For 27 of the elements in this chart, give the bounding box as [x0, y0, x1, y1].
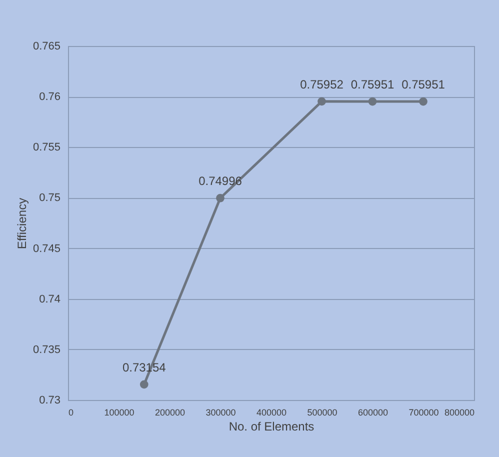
data-label: 0.75951: [402, 78, 446, 92]
x-tick-label: 600000: [358, 408, 388, 418]
y-tick-label: 0.76: [39, 91, 60, 104]
x-tick-label: 800000: [444, 408, 474, 418]
data-label: 0.75952: [300, 77, 344, 92]
x-tick-label: 300000: [206, 408, 236, 418]
y-tick-label: 0.765: [32, 40, 60, 52]
y-tick-label: 0.735: [32, 344, 60, 356]
x-tick-label: 400000: [256, 408, 287, 418]
point: [368, 97, 377, 106]
x-tick-label: 200000: [154, 408, 186, 418]
x-axis-title: No. of Elements: [228, 420, 314, 434]
data-label: 0.75951: [350, 78, 395, 92]
x-tick-label: 500000: [307, 408, 338, 418]
point: [216, 194, 224, 202]
y-tick-label: 0.755: [32, 142, 60, 154]
y-tick-label: 0.745: [32, 242, 60, 255]
x-tick-label: 700000: [408, 408, 439, 418]
point: [318, 97, 326, 106]
x-tick-label: 100000: [104, 408, 134, 418]
x-tick-label: 0: [68, 408, 74, 418]
point: [140, 380, 148, 389]
point: [419, 97, 428, 106]
y-tick-label: 0.74: [39, 293, 60, 306]
y-axis-title: Efficiency: [14, 198, 29, 250]
y-tick-label: 0.73: [39, 394, 60, 406]
y-tick-label: 0.75: [39, 192, 60, 204]
